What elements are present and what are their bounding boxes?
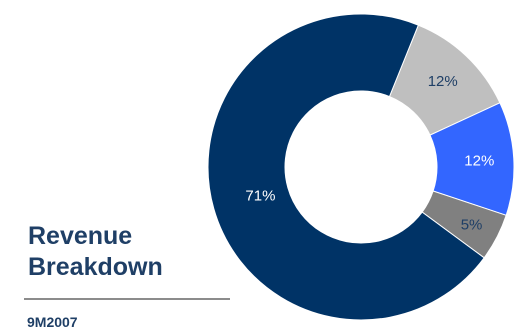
slice-3 <box>207 13 485 321</box>
slice-label-0: 12% <box>428 73 458 90</box>
slice-label-3: 71% <box>245 187 275 204</box>
chart-title: Revenue Breakdown <box>28 221 163 283</box>
title-line-1: Revenue <box>28 222 133 250</box>
period-label: 9M2007 <box>27 314 78 330</box>
title-line-2: Breakdown <box>28 253 163 281</box>
slice-label-2: 5% <box>461 216 483 233</box>
title-divider <box>24 298 230 300</box>
slice-label-1: 12% <box>464 152 494 169</box>
